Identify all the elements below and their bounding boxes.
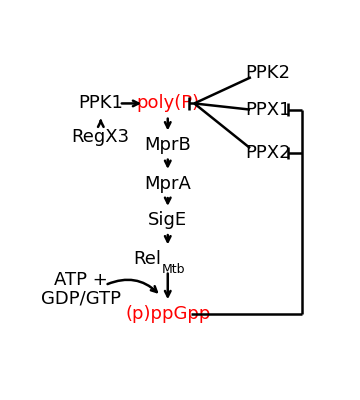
Text: ATP +: ATP +	[54, 271, 108, 289]
Text: RegX3: RegX3	[72, 128, 130, 146]
Text: GDP/GTP: GDP/GTP	[41, 289, 121, 307]
Text: PPK1: PPK1	[78, 94, 123, 112]
Text: Mtb: Mtb	[162, 263, 186, 276]
Text: PPX2: PPX2	[246, 144, 291, 162]
Text: (p)ppGpp: (p)ppGpp	[125, 306, 211, 324]
Text: MprB: MprB	[144, 136, 191, 154]
Text: SigE: SigE	[148, 212, 187, 230]
Text: PPX1: PPX1	[246, 101, 291, 119]
Text: Rel: Rel	[133, 250, 161, 268]
Text: PPK2: PPK2	[246, 64, 291, 82]
Text: MprA: MprA	[144, 174, 191, 192]
Text: poly(P): poly(P)	[136, 94, 199, 112]
